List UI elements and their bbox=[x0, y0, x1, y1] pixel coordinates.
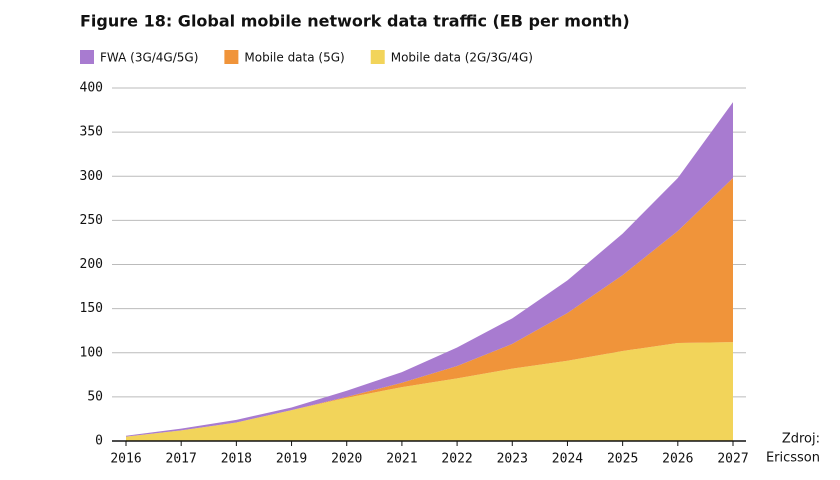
y-tick-label: 400 bbox=[80, 81, 103, 96]
y-tick-label: 150 bbox=[80, 301, 103, 316]
chart-title: Figure 18: Global mobile network data tr… bbox=[80, 12, 630, 31]
y-tick-label: 0 bbox=[95, 434, 103, 449]
x-tick-label: 2025 bbox=[607, 452, 638, 467]
x-tick-label: 2023 bbox=[497, 452, 528, 467]
legend-swatch bbox=[370, 50, 385, 64]
x-tick-label: 2024 bbox=[552, 452, 583, 467]
area bbox=[126, 342, 733, 441]
y-tick-label: 300 bbox=[80, 169, 103, 184]
y-tick-label: 50 bbox=[87, 389, 103, 404]
area bbox=[126, 178, 733, 437]
x-tick-label: 2027 bbox=[717, 452, 748, 467]
legend-label: Mobile data (2G/3G/4G) bbox=[391, 51, 533, 65]
x-tick-label: 2020 bbox=[331, 452, 362, 467]
y-tick-label: 200 bbox=[80, 257, 103, 272]
x-tick-label: 2018 bbox=[221, 452, 252, 467]
legend-swatch bbox=[80, 50, 94, 64]
x-tick-label: 2026 bbox=[662, 452, 693, 467]
area bbox=[126, 102, 733, 437]
x-tick-label: 2016 bbox=[110, 452, 141, 467]
y-tick-label: 100 bbox=[80, 345, 103, 360]
legend-label: Mobile data (5G) bbox=[244, 51, 344, 65]
source-note: Ericsson bbox=[766, 451, 820, 466]
x-tick-label: 2021 bbox=[386, 452, 417, 467]
y-tick-label: 350 bbox=[80, 125, 103, 140]
legend-swatch bbox=[224, 50, 239, 64]
legend-label: FWA (3G/4G/5G) bbox=[100, 51, 198, 65]
source-note: Zdroj: bbox=[782, 432, 820, 447]
x-tick-label: 2022 bbox=[441, 452, 472, 467]
x-tick-label: 2017 bbox=[166, 452, 197, 467]
x-tick-label: 2019 bbox=[276, 452, 307, 467]
y-tick-label: 250 bbox=[80, 213, 103, 228]
